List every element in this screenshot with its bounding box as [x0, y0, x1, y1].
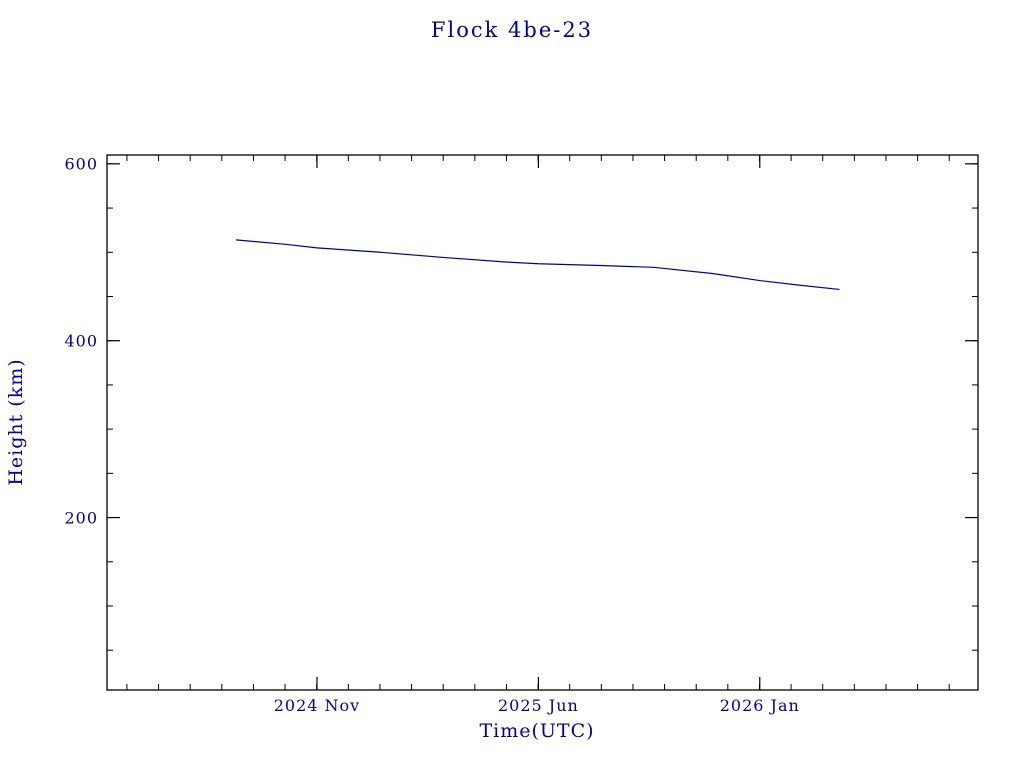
x-axis-label: Time(UTC) [479, 720, 595, 742]
y-tick-label: 600 [64, 154, 98, 174]
x-tick-label: 2026 Jan [719, 696, 800, 715]
x-tick-label: 2024 Nov [273, 696, 361, 715]
y-axis-label: Height (km) [5, 358, 27, 486]
y-tick-label: 400 [64, 331, 98, 351]
axis-box [106, 154, 979, 691]
x-tick-label: 2025 Jun [497, 696, 579, 715]
height-data-line [235, 239, 840, 291]
chart-title: Flock 4be-23 [430, 18, 594, 42]
y-tick-label: 200 [64, 508, 98, 528]
